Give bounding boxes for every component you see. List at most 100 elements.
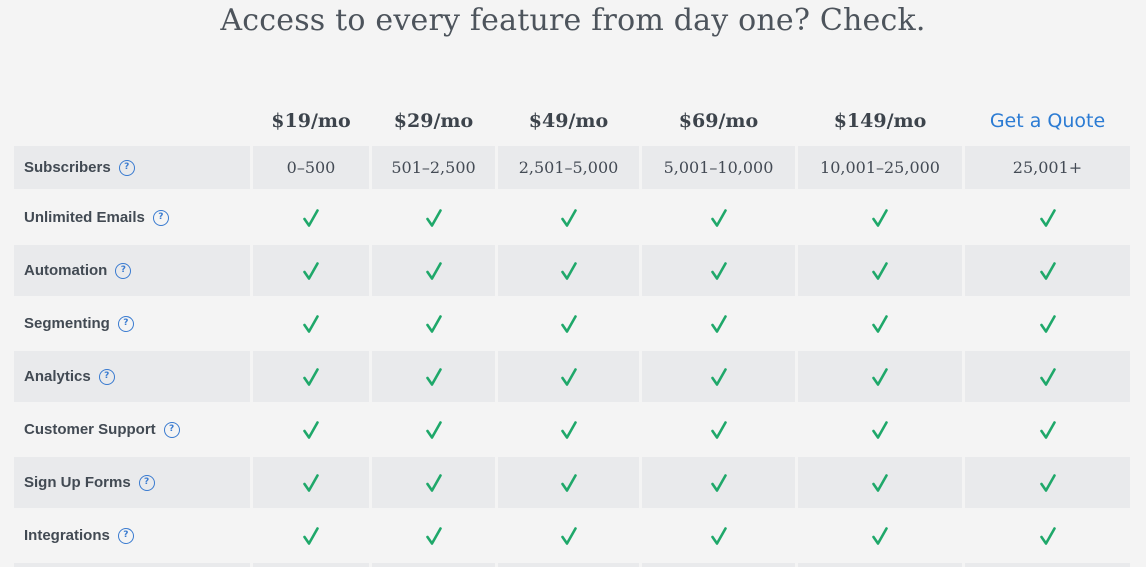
help-tooltip-icon[interactable]: ? xyxy=(98,368,115,385)
checkmark-icon xyxy=(872,261,888,280)
feature-label: Automation xyxy=(24,262,108,279)
feature-check-cell xyxy=(965,457,1130,508)
checkmark-icon xyxy=(303,526,319,545)
subscribers-cell: 5,001–10,000 xyxy=(642,146,795,189)
feature-label: Analytics xyxy=(24,368,91,385)
feature-check-cell xyxy=(965,510,1130,561)
partial-cell xyxy=(498,563,639,567)
help-tooltip-icon[interactable]: ? xyxy=(118,159,135,176)
checkmark-icon xyxy=(303,314,319,333)
subscriber-range: 5,001–10,000 xyxy=(663,158,774,177)
partial-cell xyxy=(642,563,795,567)
checkmark-icon xyxy=(1039,473,1056,492)
checkmark-icon xyxy=(425,367,442,386)
feature-check-cell xyxy=(965,192,1130,243)
feature-check-cell xyxy=(798,245,962,296)
checkmark-icon xyxy=(1039,526,1056,545)
checkmark-icon xyxy=(560,314,577,333)
help-tooltip-icon[interactable]: ? xyxy=(163,421,180,438)
feature-check-cell xyxy=(372,404,495,455)
feature-check-cell xyxy=(965,404,1130,455)
feature-check-cell xyxy=(798,351,962,402)
partial-cell xyxy=(253,563,369,567)
feature-label: Segmenting xyxy=(24,315,110,332)
feature-check-cell xyxy=(253,351,369,402)
row-label-text: Subscribers xyxy=(24,159,111,176)
feature-check-cell xyxy=(498,457,639,508)
feature-check-cell xyxy=(372,351,495,402)
checkmark-icon xyxy=(710,314,727,333)
feature-check-cell xyxy=(965,245,1130,296)
subscriber-range: 0–500 xyxy=(286,158,336,177)
checkmark-icon xyxy=(710,473,727,492)
plan-price-header: $149/mo xyxy=(833,110,927,132)
checkmark-icon xyxy=(1039,314,1056,333)
feature-label: Customer Support xyxy=(24,421,156,438)
help-tooltip-icon[interactable]: ? xyxy=(117,315,134,332)
help-tooltip-icon[interactable]: ? xyxy=(115,262,132,279)
plan-price-header: $29/mo xyxy=(393,110,474,132)
feature-check-cell xyxy=(253,245,369,296)
help-tooltip-icon[interactable]: ? xyxy=(152,209,169,226)
feature-check-cell xyxy=(798,510,962,561)
checkmark-icon xyxy=(560,473,577,492)
feature-check-cell xyxy=(642,192,795,243)
feature-check-cell xyxy=(642,245,795,296)
get-a-quote-link[interactable]: Get a Quote xyxy=(989,110,1106,132)
subscriber-range: 2,501–5,000 xyxy=(518,158,619,177)
checkmark-icon xyxy=(560,367,577,386)
feature-label: Integrations xyxy=(24,527,110,544)
feature-check-cell xyxy=(372,192,495,243)
checkmark-icon xyxy=(872,208,888,227)
feature-label-cell: Unlimited Emails? xyxy=(14,192,250,243)
subscriber-range: 10,001–25,000 xyxy=(820,158,940,177)
feature-check-cell xyxy=(372,298,495,349)
checkmark-icon xyxy=(303,208,319,227)
checkmark-icon xyxy=(303,420,319,439)
checkmark-icon xyxy=(303,367,319,386)
subscribers-cell: 10,001–25,000 xyxy=(798,146,962,189)
feature-check-cell xyxy=(642,457,795,508)
feature-check-cell xyxy=(372,245,495,296)
checkmark-icon xyxy=(560,420,577,439)
checkmark-icon xyxy=(872,420,888,439)
feature-check-cell xyxy=(253,404,369,455)
checkmark-icon xyxy=(872,526,888,545)
checkmark-icon xyxy=(872,314,888,333)
row-label-subscribers: Subscribers? xyxy=(14,146,250,189)
partial-cell xyxy=(965,563,1130,567)
checkmark-icon xyxy=(872,473,888,492)
plan-price-header: $19/mo xyxy=(271,110,351,132)
checkmark-icon xyxy=(710,420,727,439)
checkmark-icon xyxy=(710,208,727,227)
plan-price-header: $69/mo xyxy=(678,110,759,132)
subscriber-range: 501–2,500 xyxy=(391,158,476,177)
partial-cell xyxy=(372,563,495,567)
feature-check-cell xyxy=(642,510,795,561)
checkmark-icon xyxy=(560,208,577,227)
partial-cell xyxy=(14,563,250,567)
feature-check-cell xyxy=(498,351,639,402)
feature-check-cell xyxy=(498,510,639,561)
page-headline: Access to every feature from day one? Ch… xyxy=(220,3,926,38)
checkmark-icon xyxy=(1039,261,1056,280)
feature-label-cell: Analytics? xyxy=(14,351,250,402)
help-tooltip-icon[interactable]: ? xyxy=(117,527,134,544)
help-tooltip-icon[interactable]: ? xyxy=(138,474,155,491)
feature-check-cell xyxy=(642,351,795,402)
checkmark-icon xyxy=(425,261,442,280)
checkmark-icon xyxy=(710,526,727,545)
feature-check-cell xyxy=(253,457,369,508)
checkmark-icon xyxy=(425,314,442,333)
checkmark-icon xyxy=(1039,367,1056,386)
feature-check-cell xyxy=(965,298,1130,349)
partial-cell xyxy=(798,563,962,567)
checkmark-icon xyxy=(303,261,319,280)
feature-label-cell: Segmenting? xyxy=(14,298,250,349)
checkmark-icon xyxy=(560,261,577,280)
checkmark-icon xyxy=(1039,208,1056,227)
feature-check-cell xyxy=(372,457,495,508)
feature-check-cell xyxy=(372,510,495,561)
checkmark-icon xyxy=(710,261,727,280)
